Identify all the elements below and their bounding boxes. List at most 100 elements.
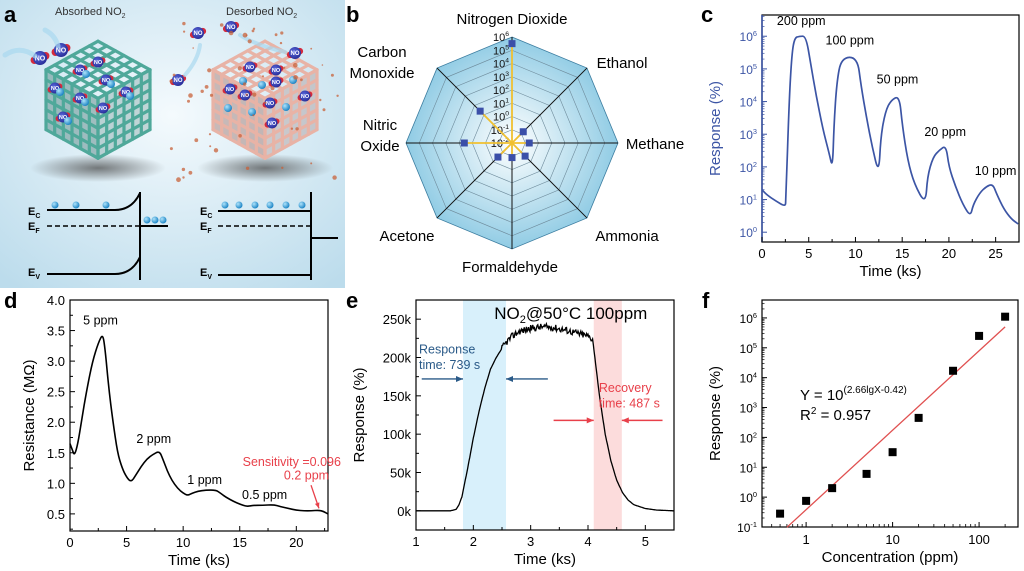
electron-icon [235, 201, 243, 209]
radar-value-line [479, 110, 513, 144]
lattice-bar [44, 128, 100, 160]
y-tick-label: 50k [390, 466, 411, 481]
concentration-annotation: 200 ppm [777, 14, 826, 28]
panel-c-line-chart: c 0 5 10 15 20 25 100 101 102 103 104 105 106 Time (k… [701, 2, 1020, 280]
debris-particle [169, 147, 173, 151]
y-tick-label: 0k [397, 504, 411, 519]
molecule-label: NO [268, 121, 277, 127]
panel-d-letter: d [4, 288, 17, 313]
band-diagram-absorbed: EC EF EV [28, 192, 168, 281]
no2-molecule-icon: NO [264, 117, 280, 129]
plot-frame [761, 299, 1019, 528]
debris-particle [172, 73, 176, 77]
concentration-annotation: 100 ppm [826, 33, 875, 47]
x-tick-label: 5 [805, 246, 812, 261]
electron-icon [143, 216, 151, 224]
debris-particle [293, 63, 298, 68]
nitrogen-atom [270, 64, 282, 76]
radar-category-label: Monoxide [349, 65, 414, 82]
molecule-label: NO [99, 106, 108, 112]
no2-molecules: NO NO NO NO NO NO NO NO NO NO NO NO NO NO NO NO NO NO NO NO… [2, 21, 339, 183]
debris-particle [243, 82, 247, 86]
x-tick-label: 0 [758, 246, 765, 261]
data-point [828, 484, 837, 493]
radar-category-label: Methane [626, 136, 684, 153]
gas-flow-streak [2, 47, 38, 59]
x-tick-label: 5 [642, 534, 649, 549]
debris-particle [204, 85, 209, 89]
data-point [776, 509, 785, 518]
no2-molecule-icon: NO [268, 76, 284, 88]
electron-sphere [248, 108, 256, 116]
debris-particle [192, 47, 194, 49]
lattice-bar [96, 118, 152, 150]
y-tick-label: 102 [740, 430, 757, 445]
electron-sphere [81, 98, 89, 106]
no2-molecule-icon: NO [268, 64, 284, 76]
y-tick-label: 100 [740, 225, 757, 240]
ec-label: EC [28, 206, 40, 220]
electron-icon [282, 103, 290, 111]
y-tick-label: 150k [383, 389, 412, 404]
y-axis-label: Response (%) [707, 81, 724, 176]
debris-particle [252, 114, 255, 117]
concentration-annotation: 10 ppm [975, 164, 1017, 178]
molecule-label: NO [122, 90, 131, 96]
radar-category-label: Acetone [379, 228, 434, 245]
debris-particle [321, 64, 324, 66]
y-tick-label: 200k [383, 351, 412, 366]
electron-sphere [64, 117, 72, 125]
debris-particle [188, 93, 193, 98]
panel-c-letter: c [701, 2, 713, 27]
electron-icon [126, 92, 134, 100]
molecule-label: NO [241, 93, 250, 99]
y-tick-label: 3.5 [47, 324, 65, 339]
radar-category-label: Ethanol [597, 55, 648, 72]
electron-icon [51, 201, 59, 209]
recovery-time-label: Recovery [599, 381, 653, 395]
electron-icon [82, 70, 90, 78]
no2-molecule-icon: NO [237, 89, 253, 101]
y-tick-label: 104 [740, 95, 757, 110]
debris-particle [332, 175, 337, 180]
electron-icon [251, 201, 259, 209]
radar-category-label: Nitrogen Dioxide [457, 11, 568, 28]
fit-line [786, 326, 1006, 528]
no2-molecule-icon: NO [189, 27, 207, 39]
concentration-annotation: 20 ppm [924, 125, 966, 139]
debris-particle [310, 47, 313, 50]
radar-category-label: Nitric [363, 117, 398, 134]
debris-particle [238, 134, 242, 138]
y-tick-label: 103 [740, 401, 757, 416]
concentration-annotation: 1 ppm [187, 473, 222, 487]
electron-icon [81, 98, 89, 106]
electron-icon [221, 201, 229, 209]
r-squared-label: R2 = 0.957 [800, 406, 871, 424]
debris-particle [183, 30, 186, 33]
y-tick-label: 106 [740, 311, 757, 326]
debris-particle [279, 41, 283, 45]
debris-particle [247, 39, 252, 44]
molecule-label: NO [291, 51, 300, 57]
debris-particle [252, 92, 257, 97]
debris-particle [330, 73, 334, 77]
plot-frame [69, 299, 329, 532]
desorbed-title: Desorbed NO2 [226, 6, 297, 20]
no2-molecule-icon: NO [222, 21, 240, 33]
debris-particle [169, 79, 173, 83]
response-arrow-out-head-icon [506, 375, 514, 382]
x-axis-label: Time (ks) [168, 552, 230, 569]
molecule-label: NO [59, 115, 68, 121]
data-point [888, 448, 897, 457]
debris-particle [300, 78, 303, 82]
response-time-label: Response [419, 343, 475, 357]
debris-particle [176, 177, 181, 183]
concentration-annotation: Sensitivity =0.096 [243, 455, 341, 469]
radar-ring-label: 101 [493, 97, 509, 110]
x-axis-label: Concentration (ppm) [822, 549, 959, 566]
x-tick-label: 1 [802, 532, 809, 547]
radar-ring-label: 103 [493, 71, 509, 84]
x-axis-label: Time (ks) [860, 263, 922, 280]
radar-ring-label: 105 [493, 44, 509, 57]
